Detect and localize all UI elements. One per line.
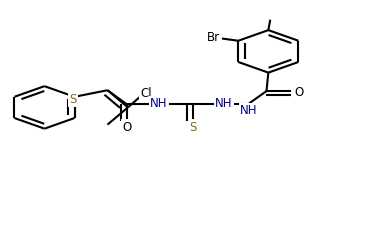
Text: NH: NH (150, 97, 168, 110)
Text: O: O (122, 121, 132, 134)
Text: Cl: Cl (140, 87, 152, 100)
Text: NH: NH (215, 97, 233, 110)
Text: S: S (69, 93, 77, 106)
Text: S: S (189, 121, 196, 134)
Text: O: O (295, 86, 304, 100)
Text: NH: NH (240, 104, 258, 117)
Text: Br: Br (207, 31, 221, 45)
